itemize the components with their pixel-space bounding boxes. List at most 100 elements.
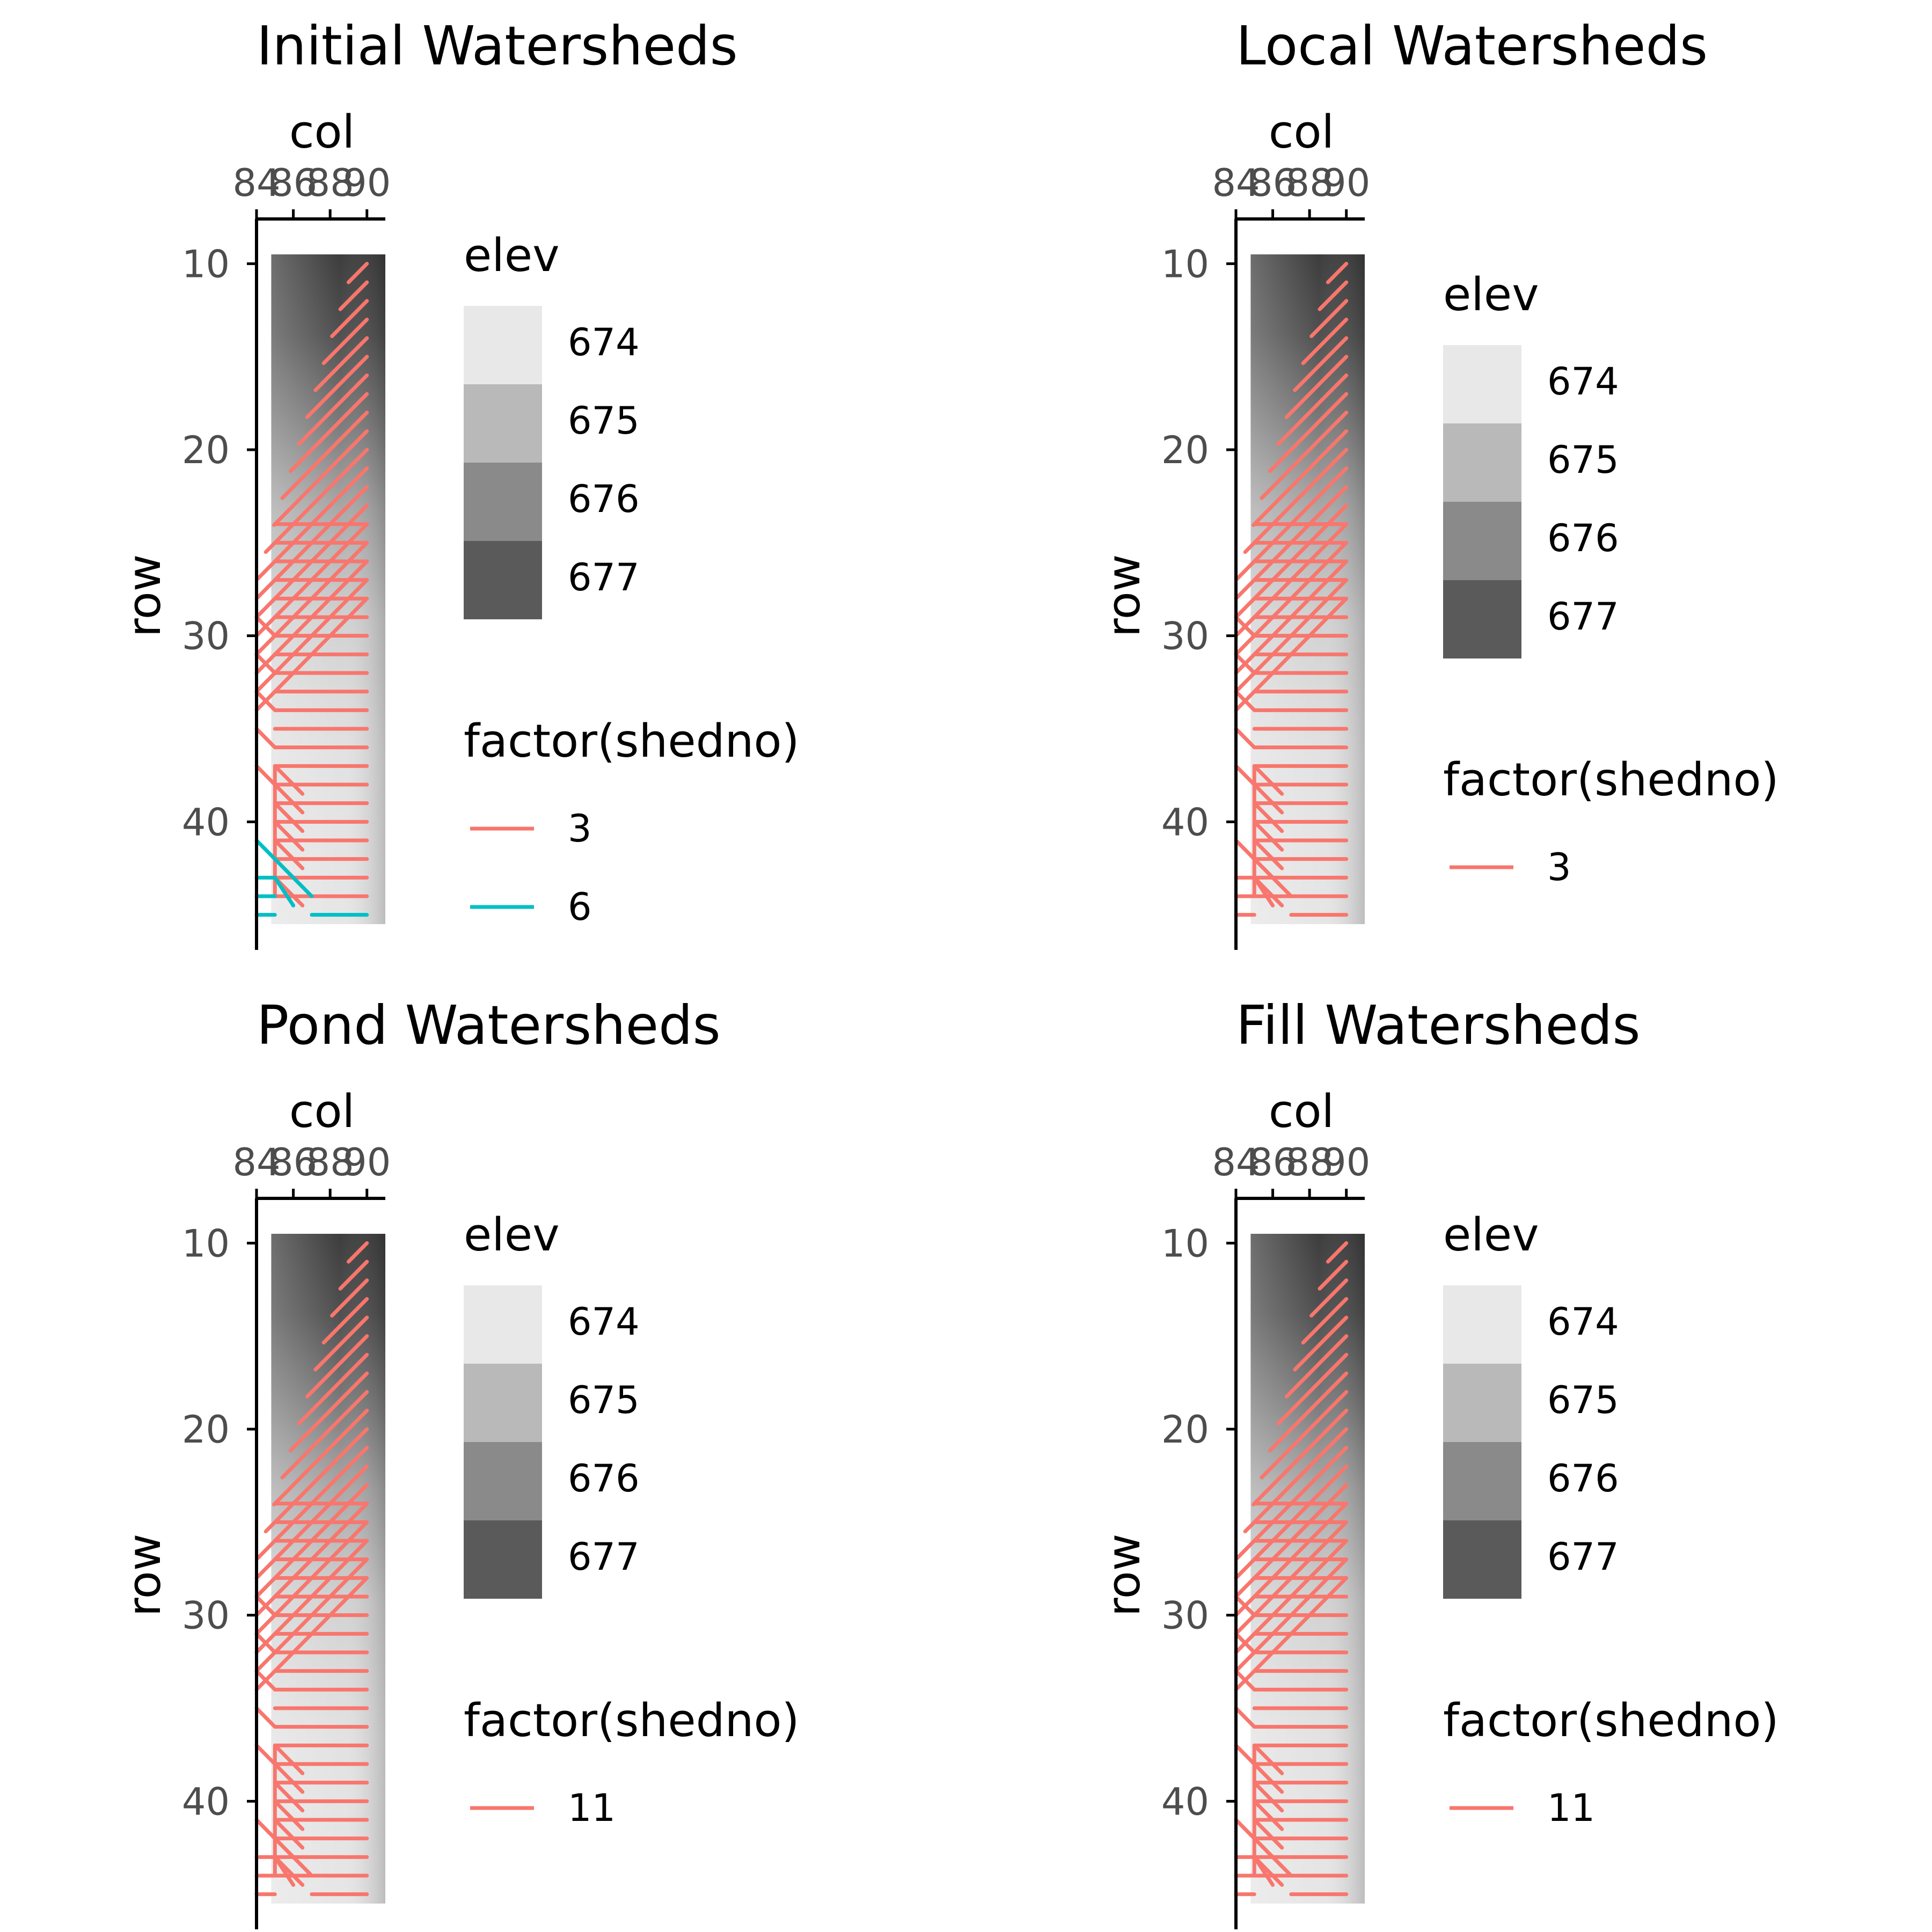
- flow-line: [1234, 1631, 1256, 1655]
- x-tick-label: 84: [232, 1140, 280, 1184]
- flow-line: [1234, 615, 1256, 638]
- flow-line: [273, 819, 305, 852]
- x-tick-label: 84: [1212, 1140, 1260, 1184]
- y-tick-label: 20: [1161, 428, 1209, 472]
- fill-legend-label: 675: [568, 399, 640, 443]
- plot-area: [1226, 1189, 1365, 1929]
- flow-line: [1301, 1297, 1349, 1345]
- flow-line: [1326, 1241, 1349, 1264]
- flow-line: [1252, 1743, 1284, 1775]
- flow-line: [346, 1241, 369, 1264]
- flow-line: [321, 317, 369, 365]
- fill-legend-key: [464, 463, 542, 541]
- flow-line: [254, 1594, 277, 1618]
- flow-line: [254, 1743, 277, 1766]
- color-legend-title: factor(shedno): [1443, 753, 1779, 807]
- x-tick-label: 90: [343, 1140, 391, 1184]
- flow-line: [1309, 299, 1349, 339]
- flow-line: [273, 764, 305, 796]
- x-tick-label: 84: [232, 161, 280, 205]
- flow-line: [264, 448, 369, 554]
- flow-line: [273, 1781, 305, 1813]
- flow-line: [1252, 782, 1284, 815]
- flow-line: [1234, 1669, 1256, 1692]
- fill-legend-key: [1443, 1285, 1521, 1364]
- flow-line: [273, 1855, 296, 1887]
- flow-line: [254, 1631, 277, 1655]
- flow-line: [1301, 317, 1349, 365]
- flow-line: [1234, 1706, 1256, 1729]
- flow-line: [1252, 1762, 1284, 1794]
- fill-legend-title: elev: [464, 1209, 560, 1262]
- flow-line: [1252, 429, 1349, 527]
- y-tick-label: 40: [182, 800, 230, 844]
- flow-line: [1268, 392, 1349, 473]
- fill-legend-label: 674: [568, 1300, 640, 1344]
- x-tick-label: 90: [343, 161, 391, 205]
- flow-line: [346, 261, 369, 284]
- fill-legend-key: [464, 1364, 542, 1442]
- flow-line: [1260, 1390, 1349, 1480]
- fill-legend-label: 677: [1547, 1535, 1619, 1579]
- flow-line: [1252, 1408, 1349, 1506]
- y-tick-label: 30: [1161, 614, 1209, 658]
- y-axis-title: row: [118, 1534, 171, 1617]
- flow-line: [1318, 280, 1349, 311]
- fill-legend-label: 677: [568, 1535, 640, 1579]
- flow-line: [1234, 1743, 1256, 1766]
- flow-line: [273, 875, 296, 908]
- y-tick-label: 30: [1161, 1594, 1209, 1638]
- fill-legend-key: [464, 1442, 542, 1520]
- flow-line: [254, 1669, 277, 1692]
- flow-line: [273, 838, 305, 870]
- flow-line: [338, 280, 369, 311]
- flow-line: [254, 615, 277, 638]
- flow-line: [1284, 355, 1349, 419]
- x-axis-title: col: [1269, 1085, 1334, 1138]
- color-legend-title: factor(shedno): [1443, 1694, 1779, 1747]
- x-tick-label: 88: [1286, 1140, 1334, 1184]
- panel-pond-watersheds: Pond Watersheds col row 84 86 88 90 10 2…: [118, 994, 800, 1929]
- x-tick-label: 86: [269, 1140, 317, 1184]
- fill-legend-key: [1443, 1442, 1521, 1520]
- flow-line: [272, 429, 369, 527]
- y-axis-title: row: [1097, 1534, 1151, 1617]
- flow-line: [1234, 727, 1256, 750]
- y-tick-labels: 10 20 30 40: [182, 1221, 230, 1824]
- y-tick-labels: 10 20 30 40: [182, 242, 230, 844]
- color-legend-title: factor(shedno): [464, 1694, 800, 1747]
- chart-title: Fill Watersheds: [1236, 994, 1641, 1057]
- y-tick-label: 20: [182, 1408, 230, 1452]
- flow-line: [1260, 411, 1349, 500]
- flow-line: [254, 1706, 277, 1729]
- flow-line: [1276, 373, 1349, 447]
- fill-legend-key: [464, 384, 542, 463]
- y-tick-label: 10: [182, 242, 230, 286]
- flow-line: [1252, 764, 1284, 796]
- x-axis-title: col: [1269, 106, 1334, 159]
- elev-raster-shade: [1250, 254, 1365, 924]
- flow-line: [273, 1818, 305, 1850]
- x-tick-label: 90: [1322, 161, 1370, 205]
- y-tick-label: 10: [1161, 1221, 1209, 1265]
- panel-local-watersheds: Local Watersheds col row 84 86 88 90 10 …: [1097, 14, 1779, 950]
- flow-line: [273, 1762, 305, 1794]
- fill-legend-key: [1443, 580, 1521, 658]
- x-tick-label: 88: [306, 161, 354, 205]
- fill-legend-key: [1443, 1364, 1521, 1442]
- fill-legend-label: 675: [1547, 438, 1619, 482]
- flow-line: [321, 1297, 369, 1345]
- flow-line: [1252, 801, 1284, 833]
- flow-line: [273, 782, 305, 815]
- y-tick-label: 40: [1161, 1780, 1209, 1824]
- flow-line: [1252, 838, 1284, 870]
- y-tick-label: 40: [1161, 800, 1209, 844]
- flow-line: [1252, 875, 1275, 908]
- color-legend-title: factor(shedno): [464, 715, 800, 768]
- x-tick-label: 86: [269, 161, 317, 205]
- flow-line: [1234, 764, 1256, 787]
- y-tick-label: 10: [1161, 242, 1209, 286]
- flow-line: [254, 652, 277, 675]
- color-legend-label: 6: [568, 885, 592, 929]
- flow-line: [1234, 1594, 1256, 1618]
